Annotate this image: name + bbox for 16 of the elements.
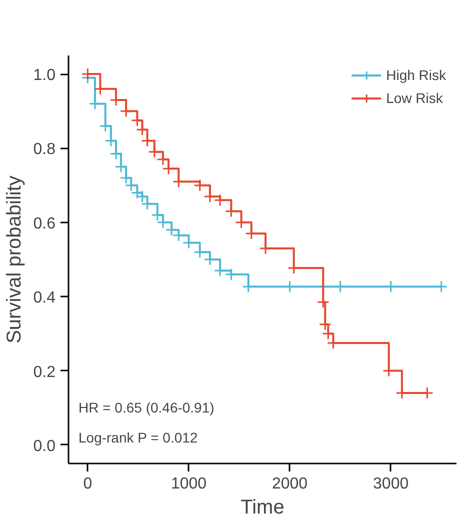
y-tick-label: 0.2 <box>33 364 56 381</box>
x-tick-label: 1000 <box>170 476 207 492</box>
y-tick-label: 0.4 <box>33 290 56 307</box>
y-axis-title: Survival probability <box>3 176 26 344</box>
annotation: HR = 0.65 (0.46-0.91) <box>78 400 214 416</box>
x-tick-label: 3000 <box>373 476 409 492</box>
x-tick-label: 2000 <box>272 476 308 492</box>
legend-label: Low Risk <box>386 90 443 106</box>
annotation: Log-rank P = 0.012 <box>78 430 198 446</box>
y-tick-label: 0.6 <box>33 215 56 232</box>
y-tick-label: 0.0 <box>33 438 56 455</box>
y-tick-label: 0.8 <box>33 141 56 158</box>
x-tick-label: 0 <box>83 476 92 492</box>
y-tick-label: 1.0 <box>33 67 56 84</box>
x-axis-title: Time <box>240 496 284 518</box>
legend-label: High Risk <box>386 67 446 83</box>
